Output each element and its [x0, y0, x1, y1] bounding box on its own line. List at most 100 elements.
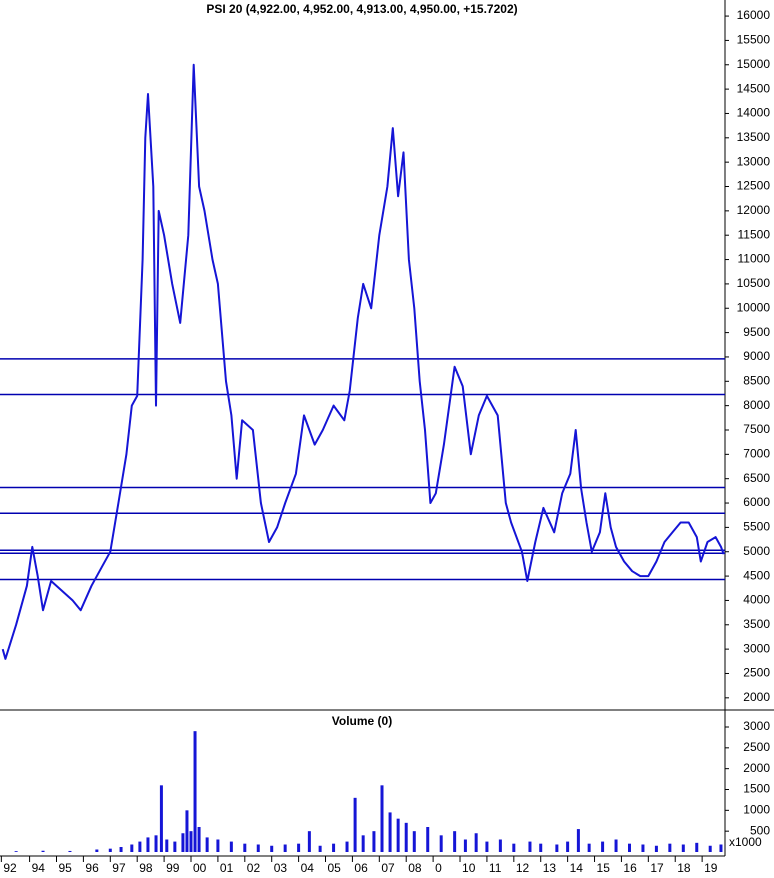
volume-bar	[353, 797, 357, 852]
x-tick-label: 10	[462, 861, 476, 875]
volume-bar	[307, 831, 311, 852]
volume-bar	[512, 843, 516, 852]
x-tick-label: 11	[489, 861, 502, 875]
y-tick-label: 7500	[743, 422, 770, 436]
volume-bar	[463, 839, 467, 852]
y-tick-label: 9000	[743, 349, 770, 363]
volume-bar	[216, 839, 220, 852]
volume-bar	[708, 845, 712, 852]
volume-bar	[189, 831, 193, 852]
y-tick-label: 1500	[743, 782, 770, 796]
x-tick-label: 00	[193, 861, 207, 875]
y-tick-label: 2000	[743, 761, 770, 775]
y-tick-label: 4500	[743, 568, 770, 582]
volume-bar	[318, 845, 322, 852]
chart-title: PSI 20 (4,922.00, 4,952.00, 4,913.00, 4,…	[206, 2, 517, 16]
volume-bar	[439, 835, 443, 852]
y-tick-label: 2500	[743, 740, 770, 754]
volume-bar	[614, 839, 618, 852]
volume-bar	[388, 812, 392, 852]
x-tick-label: 95	[58, 861, 72, 875]
y-tick-label: 7000	[743, 447, 770, 461]
y-tick-label: 11500	[738, 227, 771, 241]
volume-bar	[528, 841, 532, 852]
volume-bar	[173, 841, 177, 852]
y-tick-label: 13500	[737, 130, 771, 144]
x-tick-label: 06	[354, 861, 368, 875]
x-tick-label: 04	[301, 861, 315, 875]
volume-bar	[566, 841, 570, 852]
x-tick-label: 16	[623, 861, 637, 875]
volume-bar	[668, 843, 672, 852]
volume-bar	[498, 839, 502, 852]
y-tick-label: 16000	[737, 8, 771, 22]
x-tick-label: 05	[328, 861, 342, 875]
volume-bar	[130, 844, 134, 852]
volume-bar	[243, 843, 247, 852]
volume-bar	[270, 845, 274, 852]
y-tick-label: 10000	[737, 300, 771, 314]
y-tick-label: 8000	[743, 398, 770, 412]
volume-bar	[205, 837, 209, 852]
volume-bar	[627, 843, 631, 852]
volume-bar	[681, 844, 685, 852]
volume-bar	[193, 731, 197, 852]
y-tick-label: 2000	[743, 690, 770, 704]
volume-bar	[404, 822, 408, 852]
y-tick-label: 2500	[743, 666, 770, 680]
volume-bar	[165, 839, 169, 852]
y-tick-label: 12500	[737, 179, 771, 193]
volume-bar	[695, 842, 699, 852]
x-tick-label: 14	[570, 861, 584, 875]
y-tick-label: 14000	[737, 106, 771, 120]
volume-bar	[396, 818, 400, 852]
y-tick-label: 15500	[737, 33, 771, 47]
y-tick-label: 14500	[737, 81, 771, 95]
volume-bar	[138, 841, 142, 852]
volume-bar	[68, 850, 72, 852]
price-line	[1, 63, 725, 660]
volume-bar	[654, 845, 658, 852]
y-tick-label: 4000	[743, 593, 770, 607]
volume-bar	[474, 833, 478, 852]
y-tick-label: 3500	[743, 617, 770, 631]
volume-bar	[601, 841, 605, 852]
x-tick-label: 07	[381, 861, 395, 875]
volume-bar	[361, 835, 365, 852]
x-tick-label: 96	[85, 861, 99, 875]
volume-bar	[426, 827, 430, 852]
y-tick-label: 3000	[743, 719, 770, 733]
volume-bar	[159, 785, 163, 852]
volume-bar	[587, 843, 591, 852]
x-tick-label: 99	[166, 861, 180, 875]
x-tick-label: 13	[543, 861, 557, 875]
volume-bar	[485, 841, 489, 852]
y-tick-label: 500	[750, 823, 770, 837]
volume-bar	[372, 831, 376, 852]
x-tick-label: 94	[32, 861, 46, 875]
volume-bar	[41, 850, 45, 852]
x-tick-label: 97	[112, 861, 126, 875]
volume-title: Volume (0)	[332, 714, 392, 728]
x-tick-label: 98	[139, 861, 153, 875]
unit-label: x1000	[729, 835, 762, 849]
volume-bar	[380, 785, 384, 852]
volume-bar	[185, 810, 189, 852]
y-tick-label: 13000	[737, 154, 771, 168]
volume-bar	[181, 833, 185, 852]
volume-bar	[197, 827, 201, 852]
volume-bar	[229, 841, 233, 852]
y-tick-label: 11000	[738, 252, 771, 266]
x-tick-label: 15	[597, 861, 611, 875]
volume-bar	[14, 851, 18, 852]
y-tick-label: 6500	[743, 471, 770, 485]
volume-bar	[719, 844, 723, 852]
x-tick-label: 18	[677, 861, 691, 875]
x-tick-label: 12	[516, 861, 530, 875]
y-tick-label: 8500	[743, 373, 770, 387]
volume-bar	[146, 837, 150, 852]
volume-bar	[256, 844, 260, 852]
x-tick-label: 17	[650, 861, 664, 875]
